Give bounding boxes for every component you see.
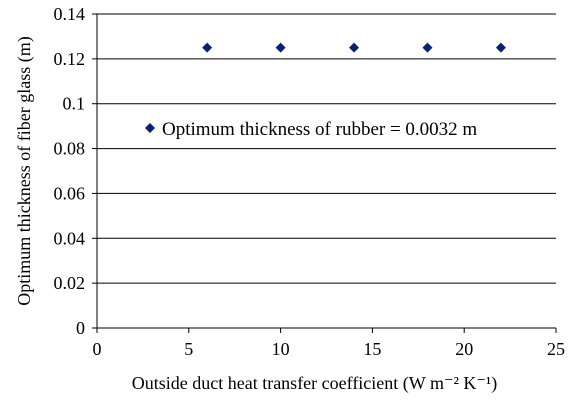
data-point	[202, 42, 213, 53]
data-point	[422, 42, 433, 53]
y-tick-label: 0.1	[63, 94, 86, 114]
y-tick-labels: 0 0.02 0.04 0.06 0.08 0.1 0.12 0.14	[54, 4, 86, 338]
x-tick-labels: 0 5 10 15 20 25	[93, 339, 566, 359]
legend-label: Optimum thickness of rubber = 0.0032 m	[162, 119, 477, 140]
x-tick-label: 5	[184, 339, 193, 359]
x-tick-label: 0	[93, 339, 102, 359]
gridlines	[97, 13, 556, 284]
y-tick-label: 0	[76, 318, 85, 338]
x-tick-label: 15	[363, 339, 381, 359]
x-tick-label: 25	[547, 339, 565, 359]
y-tick-label: 0.14	[54, 4, 86, 24]
y-tick-label: 0.02	[54, 273, 86, 293]
y-tick-label: 0.12	[54, 49, 86, 69]
axes	[92, 13, 557, 333]
data-points	[202, 42, 506, 53]
data-point	[275, 42, 286, 53]
x-tick-label: 10	[272, 339, 290, 359]
x-tick-label: 20	[455, 339, 473, 359]
y-axis-title: Optimum thickness of fiber glass (m)	[14, 36, 35, 305]
y-tick-label: 0.06	[54, 183, 86, 203]
legend-marker	[145, 123, 155, 133]
data-point	[495, 42, 506, 53]
x-axis-title: Outside duct heat transfer coefficient (…	[132, 373, 498, 394]
y-tick-label: 0.08	[54, 139, 86, 159]
y-tick-label: 0.04	[54, 228, 86, 248]
legend: Optimum thickness of rubber = 0.0032 m	[145, 119, 477, 140]
data-point	[349, 42, 360, 53]
